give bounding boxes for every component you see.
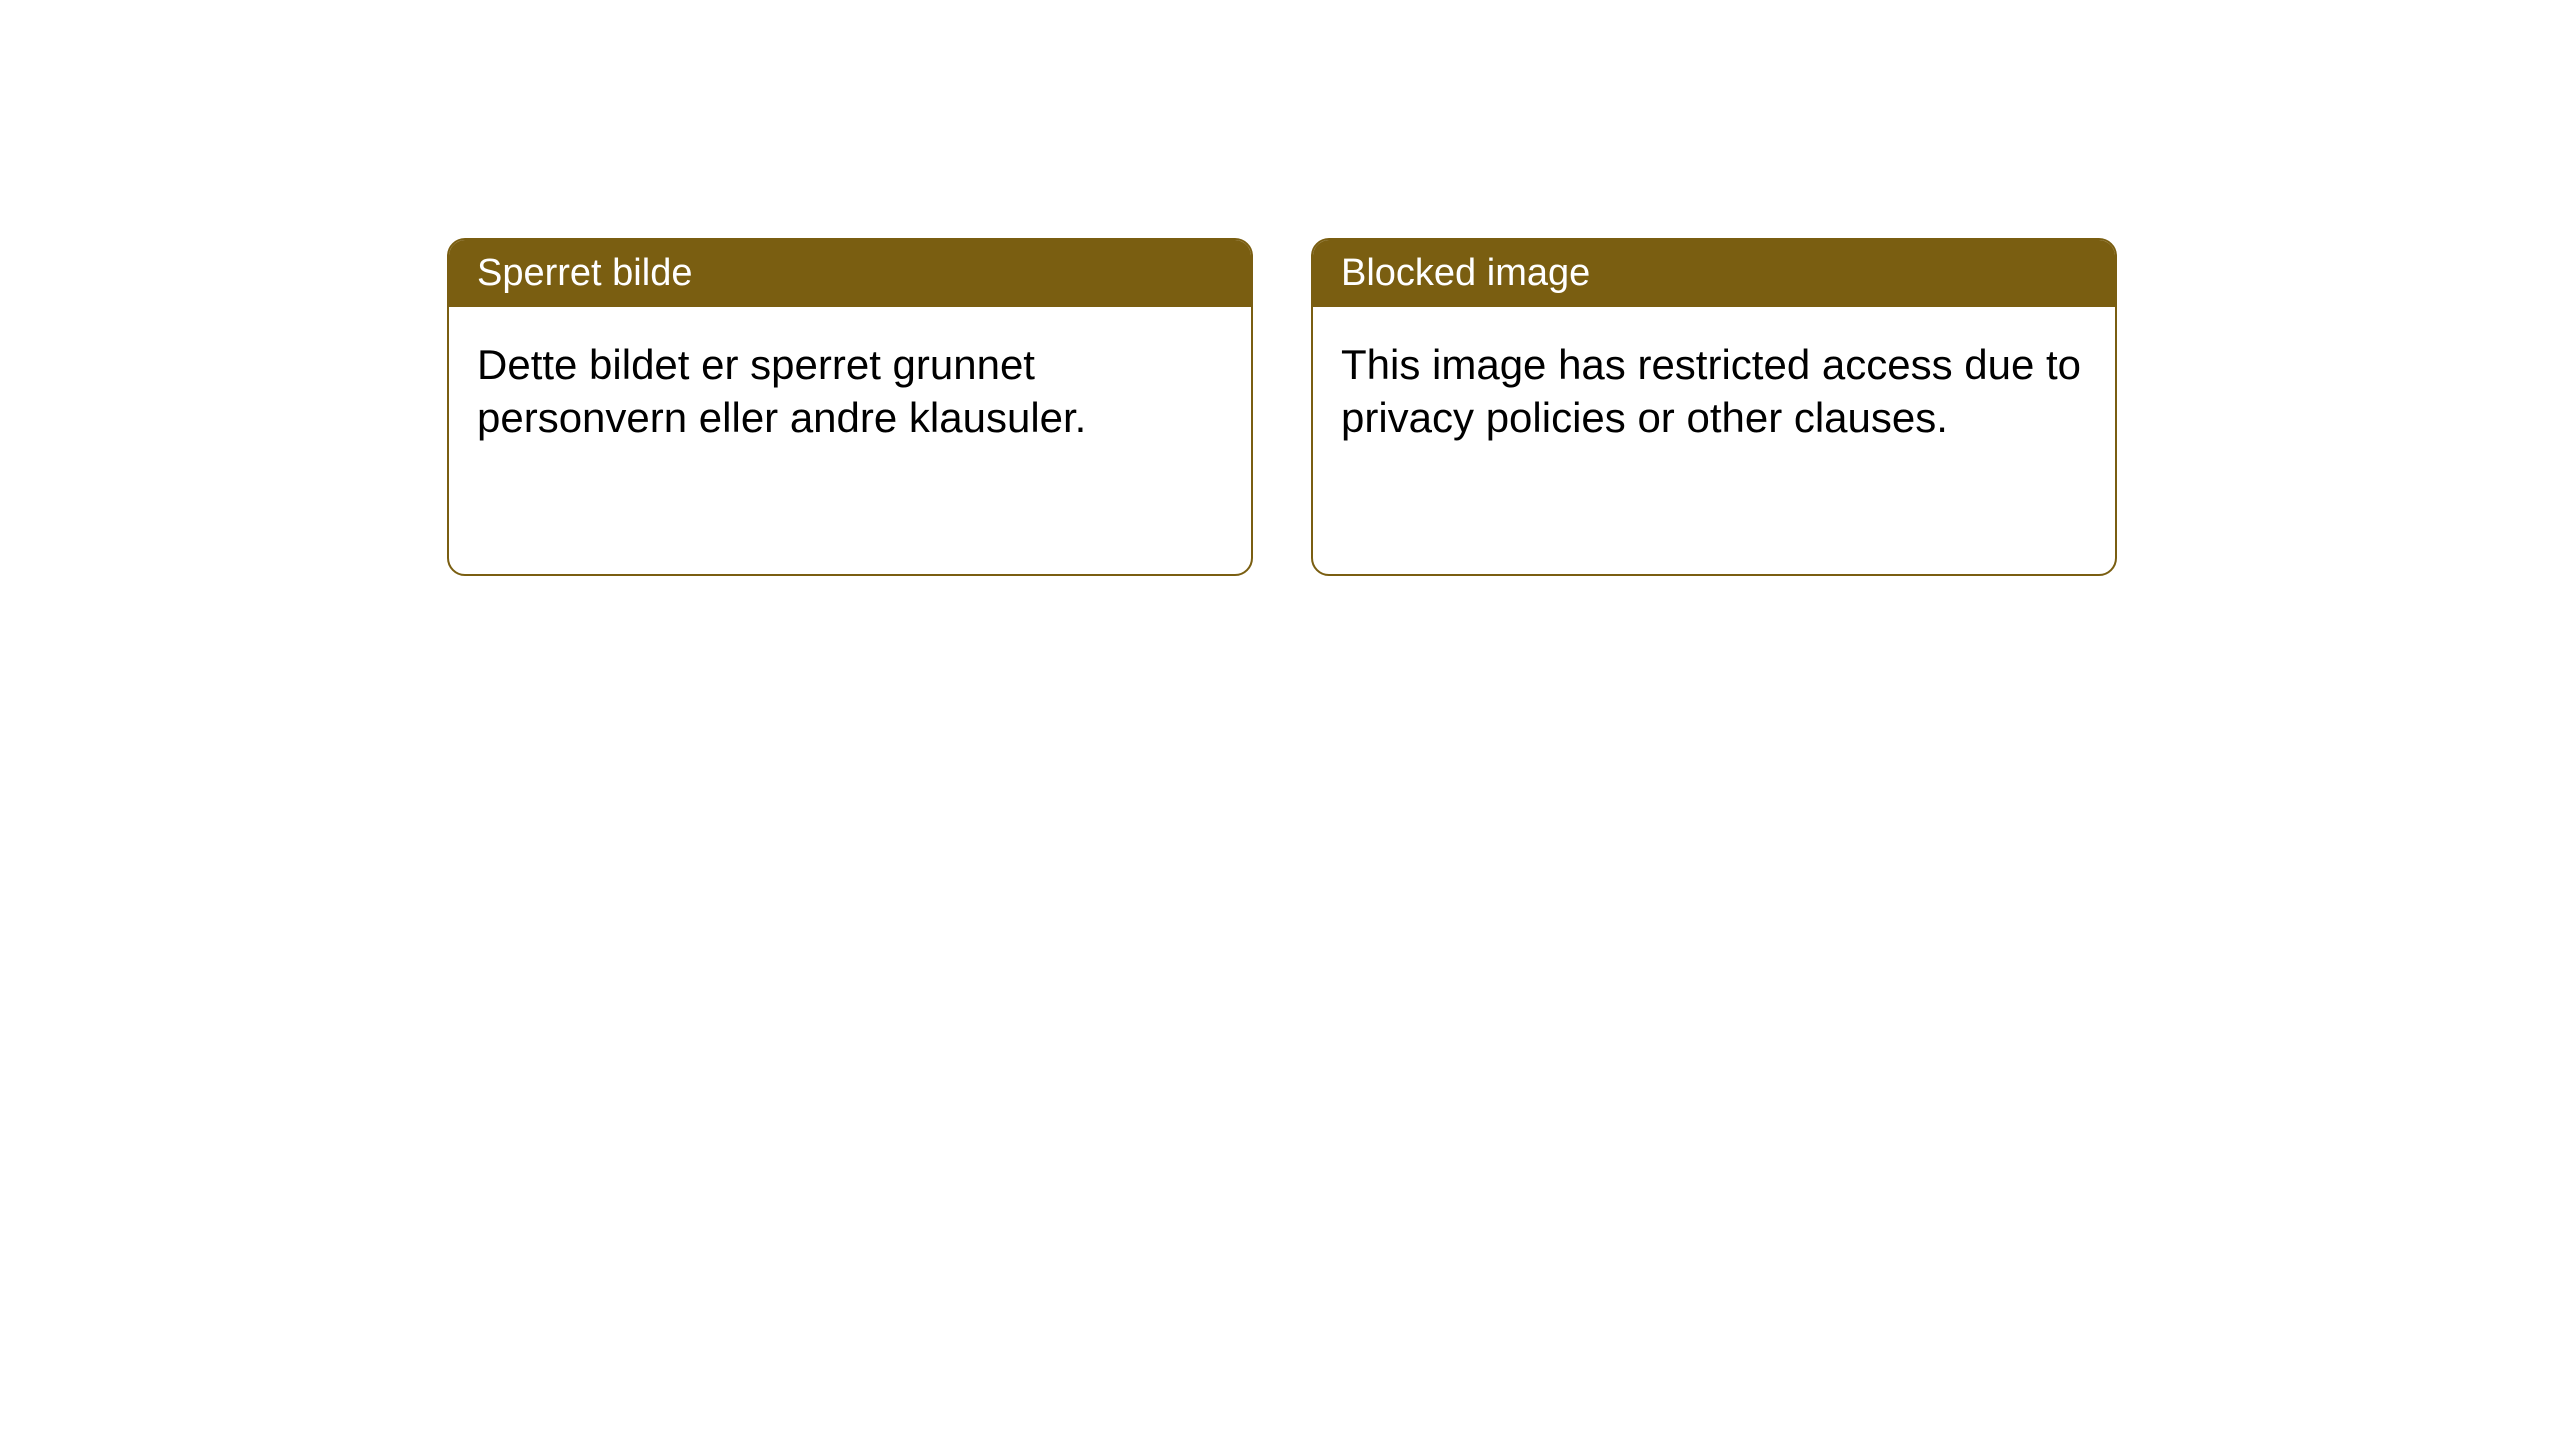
card-body-text-no: Dette bildet er sperret grunnet personve… xyxy=(477,341,1086,441)
card-header-en: Blocked image xyxy=(1313,240,2115,307)
card-body-en: This image has restricted access due to … xyxy=(1313,307,2115,476)
card-body-no: Dette bildet er sperret grunnet personve… xyxy=(449,307,1251,476)
card-body-text-en: This image has restricted access due to … xyxy=(1341,341,2081,441)
blocked-image-card-en: Blocked image This image has restricted … xyxy=(1311,238,2117,576)
card-title-en: Blocked image xyxy=(1341,252,1590,294)
blocked-image-card-no: Sperret bilde Dette bildet er sperret gr… xyxy=(447,238,1253,576)
card-title-no: Sperret bilde xyxy=(477,252,692,294)
card-header-no: Sperret bilde xyxy=(449,240,1251,307)
blocked-image-cards: Sperret bilde Dette bildet er sperret gr… xyxy=(447,238,2117,576)
